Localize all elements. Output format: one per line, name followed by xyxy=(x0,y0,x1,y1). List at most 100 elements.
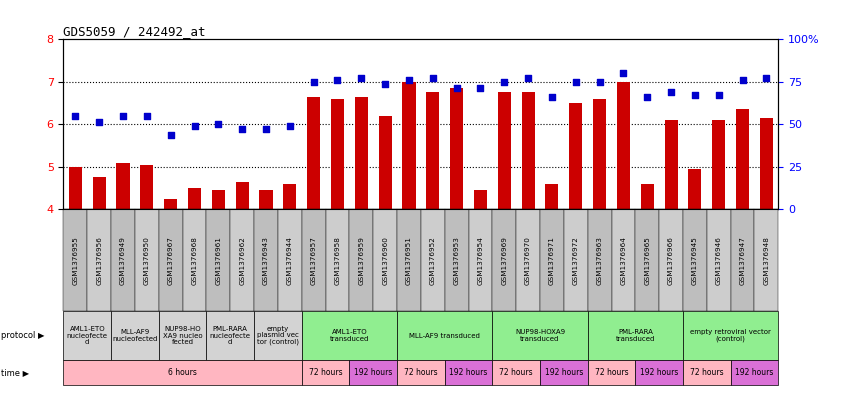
Bar xyxy=(230,209,254,311)
Bar xyxy=(540,360,588,385)
Text: 192 hours: 192 hours xyxy=(449,368,488,377)
Text: GSM1376962: GSM1376962 xyxy=(239,236,245,285)
Bar xyxy=(87,209,111,311)
Bar xyxy=(516,209,540,311)
Bar xyxy=(760,118,773,209)
Text: MLL-AF9
nucleofected: MLL-AF9 nucleofected xyxy=(113,329,157,342)
Text: MLL-AF9 transduced: MLL-AF9 transduced xyxy=(409,332,481,338)
Bar xyxy=(206,311,254,360)
Bar xyxy=(588,311,683,360)
Bar xyxy=(111,311,159,360)
Text: GSM1376971: GSM1376971 xyxy=(549,236,555,285)
Bar xyxy=(403,82,415,209)
Point xyxy=(521,74,535,81)
Point xyxy=(212,121,225,127)
Text: PML-RARA
nucleofecte
d: PML-RARA nucleofecte d xyxy=(210,326,250,345)
Bar xyxy=(302,209,326,311)
Bar xyxy=(755,209,778,311)
Point xyxy=(617,70,630,77)
Point xyxy=(545,94,558,100)
Text: GDS5059 / 242492_at: GDS5059 / 242492_at xyxy=(63,25,206,38)
Bar xyxy=(354,97,368,209)
Bar xyxy=(63,311,111,360)
Point xyxy=(140,113,154,119)
Text: GSM1376958: GSM1376958 xyxy=(334,236,340,285)
Bar xyxy=(445,360,492,385)
Bar xyxy=(659,209,683,311)
Text: 72 hours: 72 hours xyxy=(499,368,533,377)
Text: 192 hours: 192 hours xyxy=(545,368,583,377)
Text: GSM1376950: GSM1376950 xyxy=(144,236,150,285)
Text: 72 hours: 72 hours xyxy=(404,368,437,377)
Bar xyxy=(492,360,540,385)
Bar xyxy=(445,209,469,311)
Text: GSM1376946: GSM1376946 xyxy=(716,236,722,285)
Bar xyxy=(206,209,230,311)
Bar xyxy=(492,209,516,311)
Bar xyxy=(111,209,135,311)
Point xyxy=(69,113,82,119)
Text: 72 hours: 72 hours xyxy=(595,368,629,377)
Bar xyxy=(564,209,588,311)
Point xyxy=(283,123,297,130)
Bar xyxy=(588,360,635,385)
Text: empty retroviral vector
(control): empty retroviral vector (control) xyxy=(690,329,771,342)
Bar xyxy=(63,209,87,311)
Point xyxy=(235,125,249,132)
Point xyxy=(307,79,321,85)
Bar xyxy=(188,188,201,209)
Point xyxy=(640,94,654,100)
Text: 72 hours: 72 hours xyxy=(309,368,343,377)
Bar xyxy=(183,209,206,311)
Point xyxy=(259,125,272,132)
Bar xyxy=(349,209,373,311)
Point xyxy=(188,123,201,130)
Text: empty
plasmid vec
tor (control): empty plasmid vec tor (control) xyxy=(257,326,299,345)
Bar xyxy=(469,209,492,311)
Bar xyxy=(397,311,492,360)
Point xyxy=(688,92,701,98)
Bar xyxy=(93,178,106,209)
Bar xyxy=(588,209,612,311)
Bar xyxy=(331,99,344,209)
Point xyxy=(593,79,607,85)
Bar xyxy=(326,209,349,311)
Text: GSM1376947: GSM1376947 xyxy=(739,236,745,285)
Point xyxy=(736,77,750,83)
Text: 192 hours: 192 hours xyxy=(640,368,678,377)
Bar xyxy=(683,360,731,385)
Bar xyxy=(373,209,397,311)
Text: time ▶: time ▶ xyxy=(1,368,29,377)
Bar xyxy=(683,209,706,311)
Point xyxy=(402,77,415,83)
Text: GSM1376945: GSM1376945 xyxy=(692,236,698,285)
Bar xyxy=(707,209,731,311)
Text: GSM1376972: GSM1376972 xyxy=(573,236,579,285)
Text: 6 hours: 6 hours xyxy=(168,368,197,377)
Bar xyxy=(277,209,302,311)
Bar xyxy=(260,190,272,209)
Point xyxy=(92,119,106,125)
Bar xyxy=(736,110,749,209)
Text: GSM1376969: GSM1376969 xyxy=(502,236,508,285)
Bar xyxy=(546,184,558,209)
Text: GSM1376963: GSM1376963 xyxy=(596,236,602,285)
Text: GSM1376943: GSM1376943 xyxy=(263,236,269,285)
Bar xyxy=(593,99,606,209)
Bar xyxy=(159,209,183,311)
Point xyxy=(569,79,583,85)
Text: AML1-ETO
nucleofecte
d: AML1-ETO nucleofecte d xyxy=(67,326,107,345)
Bar xyxy=(379,116,392,209)
Text: 192 hours: 192 hours xyxy=(354,368,393,377)
Bar xyxy=(712,120,725,209)
Bar xyxy=(307,97,320,209)
Bar xyxy=(540,209,563,311)
Bar xyxy=(69,167,82,209)
Point xyxy=(760,74,773,81)
Point xyxy=(664,89,678,95)
Bar xyxy=(635,209,659,311)
Point xyxy=(450,85,464,91)
Bar xyxy=(640,184,654,209)
Text: PML-RARA
transduced: PML-RARA transduced xyxy=(616,329,655,342)
Bar xyxy=(420,209,445,311)
